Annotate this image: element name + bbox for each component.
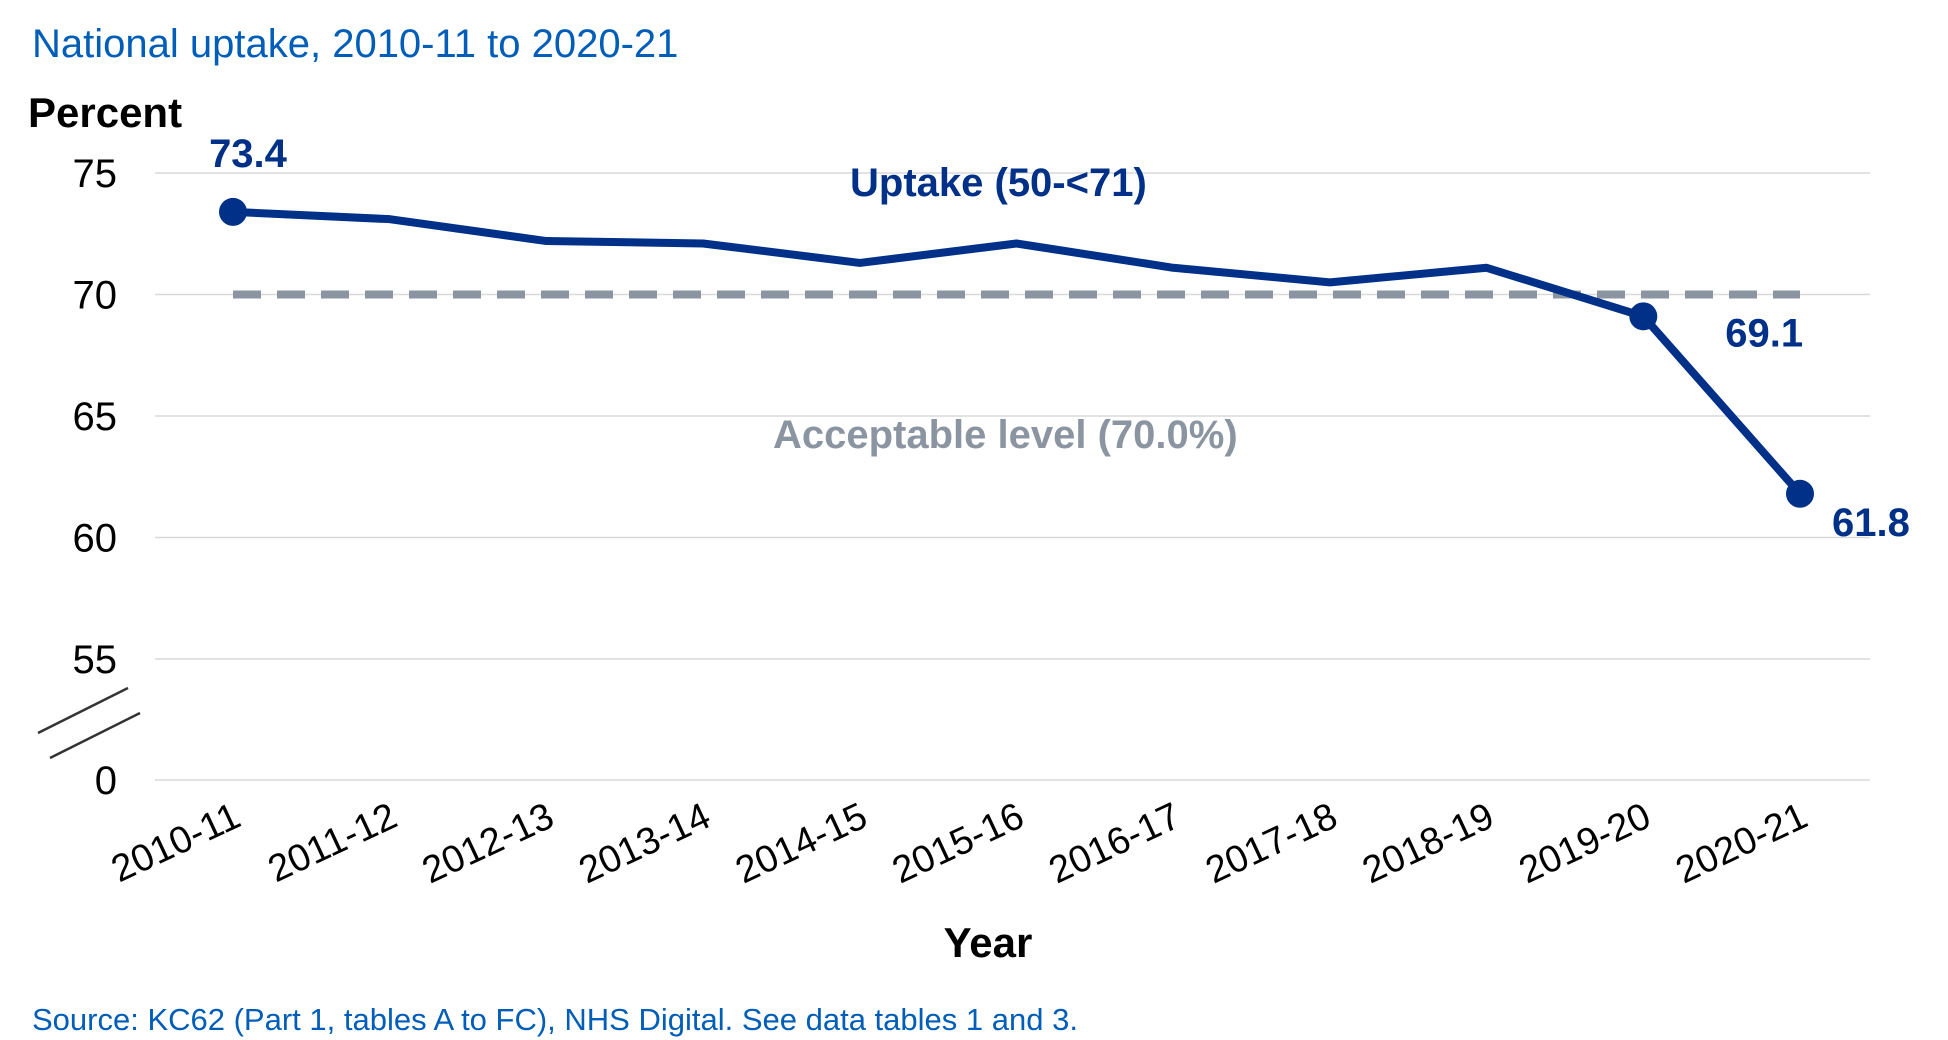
x-axis-title: Year [944,919,1033,966]
x-tick-label: 2018-19 [1356,795,1500,892]
series-marker [1786,479,1814,508]
data-labels: 73.4 69.1 61.8 [209,132,1910,545]
x-axis-tick-labels: 2010-11 2011-12 2012-13 2013-14 2014-15 2015-… [105,795,1814,892]
y-tick-label: 60 [73,517,118,561]
series-marker [219,197,247,226]
y-tick-label: 55 [73,638,118,682]
y-tick-label: 75 [73,152,118,196]
x-tick-label: 2016-17 [1043,795,1187,892]
y-tick-label: 70 [73,274,118,318]
x-tick-label: 2015-16 [886,795,1030,892]
y-axis-tick-labels: 75 70 65 60 55 0 [73,152,118,803]
chart-title: National uptake, 2010-11 to 2020-21 [32,22,678,66]
y-tick-label: 0 [95,759,117,803]
source-note: Source: KC62 (Part 1, tables A to FC), N… [32,1002,1078,1037]
x-tick-label: 2014-15 [729,795,873,892]
y-tick-label: 65 [73,395,118,439]
series-group [219,197,1814,508]
axis-break-mark [37,686,129,735]
series-line [229,207,1804,498]
reference-line-label: Acceptable level (70.0%) [773,413,1238,457]
x-tick-label: 2011-12 [262,795,404,891]
data-label: 61.8 [1832,501,1910,545]
x-tick-label: 2017-18 [1200,795,1344,892]
x-tick-label: 2019-20 [1513,795,1657,892]
x-tick-label: 2020-21 [1670,795,1814,892]
axis-break-mark [49,711,141,760]
data-label: 69.1 [1725,311,1803,355]
data-label: 73.4 [209,132,288,176]
x-tick-label: 2010-11 [105,795,247,891]
y-axis-title: Percent [28,89,182,136]
series-marker [1629,302,1658,331]
x-tick-label: 2013-14 [573,795,717,892]
series-label: Uptake (50-<71) [850,161,1147,205]
x-tick-label: 2012-13 [416,795,560,892]
gridlines [155,172,1870,781]
y-axis-break-marks [37,686,141,760]
